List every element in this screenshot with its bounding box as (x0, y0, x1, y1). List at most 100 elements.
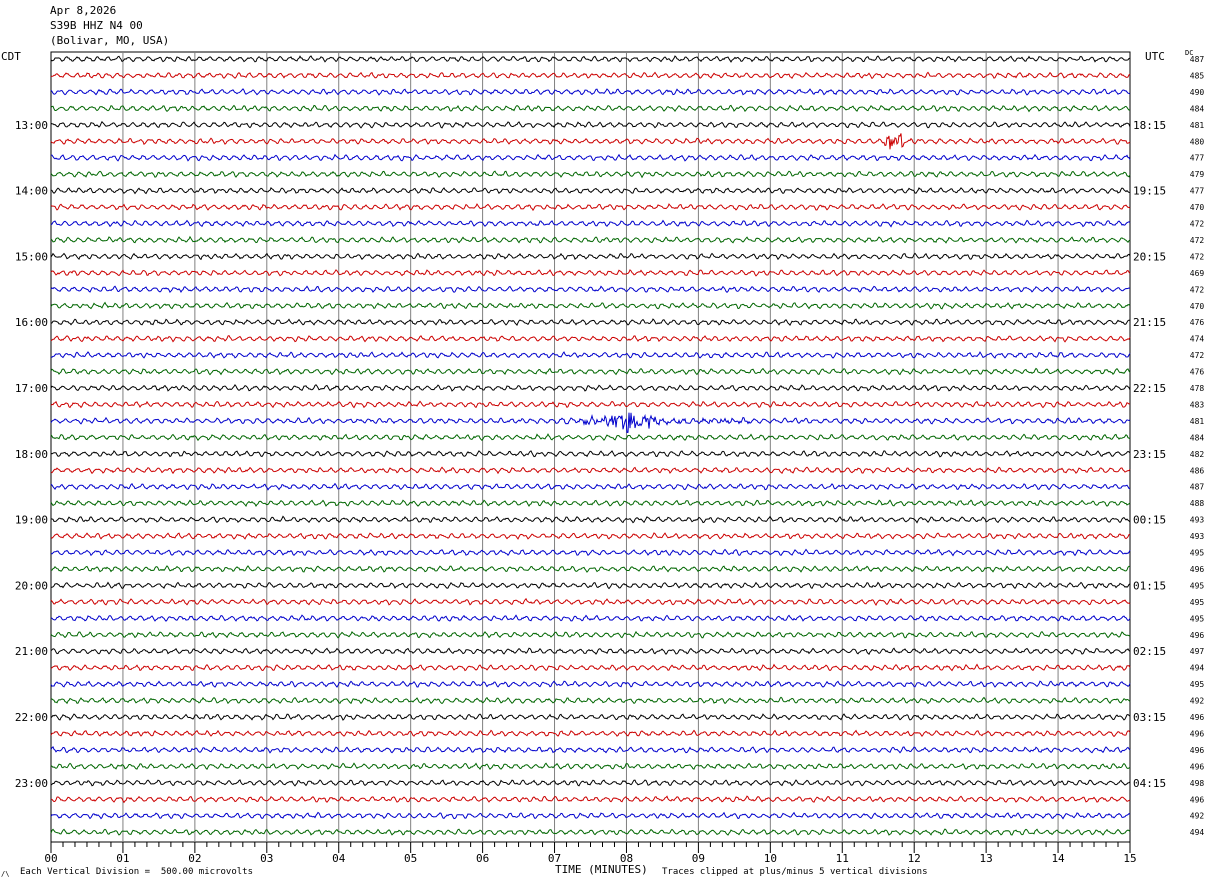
trace-row (50, 400, 1131, 409)
dc-offset-label: 484 (1190, 104, 1205, 113)
dc-offset-label: 476 (1190, 318, 1205, 327)
trace-row (50, 71, 1131, 80)
trace-row (50, 614, 1131, 622)
trace-row (50, 301, 1131, 310)
x-tick-label: 12 (908, 852, 921, 865)
trace-row (50, 466, 1131, 475)
trace-row (50, 334, 1131, 343)
dc-offset-label: 470 (1190, 203, 1205, 212)
trace-row (50, 828, 1131, 836)
dc-offset-label: 494 (1190, 664, 1205, 673)
trace-row (50, 811, 1131, 820)
x-tick-label: 10 (764, 852, 777, 865)
right-hour-label: 02:15 (1133, 645, 1166, 658)
dc-offset-label: 480 (1190, 137, 1205, 146)
trace-row (50, 450, 1131, 458)
right-hour-label: 20:15 (1133, 250, 1166, 263)
trace-row (50, 351, 1131, 359)
trace-row (50, 433, 1131, 442)
trace-row (50, 269, 1131, 277)
trace-row (50, 548, 1131, 557)
dc-offset-label: 493 (1190, 532, 1205, 541)
trace-row (50, 55, 1131, 63)
dc-offset-label: 470 (1190, 302, 1205, 311)
right-hour-label: 00:15 (1133, 514, 1166, 527)
left-hour-label: 19:00 (15, 514, 48, 527)
dc-offset-label: 472 (1190, 220, 1205, 229)
x-tick-label: 01 (116, 852, 129, 865)
trace-row (50, 482, 1131, 491)
dc-offset-label: 472 (1190, 236, 1205, 245)
x-tick-label: 15 (1123, 852, 1136, 865)
dc-offset-label: 498 (1190, 779, 1205, 788)
dc-offset-label: 483 (1190, 400, 1205, 409)
trace-row (50, 219, 1131, 228)
left-hour-label: 16:00 (15, 316, 48, 329)
dc-offset-label: 487 (1190, 483, 1205, 492)
trace-row (50, 499, 1131, 507)
dc-offset-label: 481 (1190, 121, 1205, 130)
dc-offset-label: 477 (1190, 187, 1205, 196)
trace-row (50, 696, 1131, 705)
dc-offset-label: 496 (1190, 762, 1205, 771)
trace-row (50, 235, 1131, 244)
right-hour-label: 21:15 (1133, 316, 1166, 329)
dc-offset-label: 481 (1190, 417, 1205, 426)
left-hour-label: 15:00 (15, 250, 48, 263)
dc-offset-label: 494 (1190, 828, 1205, 837)
trace-row (51, 153, 1131, 162)
x-tick-label: 05 (404, 852, 417, 865)
dc-offset-label: 495 (1190, 598, 1205, 607)
dc-offset-label: 495 (1190, 549, 1205, 558)
right-hour-label: 01:15 (1133, 579, 1166, 592)
x-tick-label: 14 (1051, 852, 1065, 865)
right-hour-label: 23:15 (1133, 448, 1166, 461)
right-hour-label: 19:15 (1133, 185, 1166, 198)
trace-row (50, 565, 1131, 573)
dc-offset-label: 495 (1190, 614, 1205, 623)
right-hour-label: 04:15 (1133, 777, 1166, 790)
dc-offset-label: 496 (1190, 631, 1205, 640)
trace-row (50, 647, 1131, 655)
station-label: S39B HHZ N4 00 (50, 19, 143, 32)
dc-offset-label: 492 (1190, 697, 1205, 706)
dc-offset-label: 476 (1190, 368, 1205, 377)
dc-offset-label: 495 (1190, 680, 1205, 689)
dc-offset-label: 487 (1190, 55, 1205, 64)
dc-offset-label: 490 (1190, 88, 1205, 97)
right-hour-label: 18:15 (1133, 119, 1166, 132)
x-tick-label: 08 (620, 852, 633, 865)
trace-row (50, 515, 1131, 524)
date-label: Apr 8,2026 (50, 4, 117, 17)
dc-offset-label: 486 (1190, 466, 1205, 475)
plot-frame (50, 51, 1131, 843)
cdt-label: CDT (1, 50, 21, 63)
dc-offset-label: 482 (1190, 450, 1205, 459)
x-tick-label: 06 (476, 852, 489, 865)
trace-row (50, 203, 1131, 212)
x-tick-label: 13 (980, 852, 993, 865)
dc-offset-label: 493 (1190, 516, 1205, 525)
dc-label: DC (1185, 49, 1194, 57)
dc-offset-label: 478 (1190, 384, 1205, 393)
trace-row (50, 795, 1131, 804)
trace-row (50, 680, 1131, 688)
left-hour-label: 13:00 (15, 119, 48, 132)
dc-offset-label: 472 (1190, 351, 1205, 360)
trace-row (50, 318, 1131, 327)
left-hour-label: 14:00 (15, 185, 48, 198)
x-tick-label: 04 (332, 852, 346, 865)
dc-offset-label: 485 (1190, 71, 1205, 80)
trace-row (50, 170, 1131, 179)
trace-row (50, 187, 1131, 195)
location-label: (Bolivar, MO, USA) (50, 34, 170, 47)
trace-row (50, 133, 1131, 150)
dc-offset-label: 484 (1190, 433, 1205, 442)
dc-offset-label: 479 (1190, 170, 1205, 179)
left-hour-label: 17:00 (15, 382, 48, 395)
right-hour-label: 22:15 (1133, 382, 1166, 395)
trace-row (50, 252, 1131, 261)
x-tick-label: 00 (44, 852, 57, 865)
trace-row (50, 384, 1131, 392)
